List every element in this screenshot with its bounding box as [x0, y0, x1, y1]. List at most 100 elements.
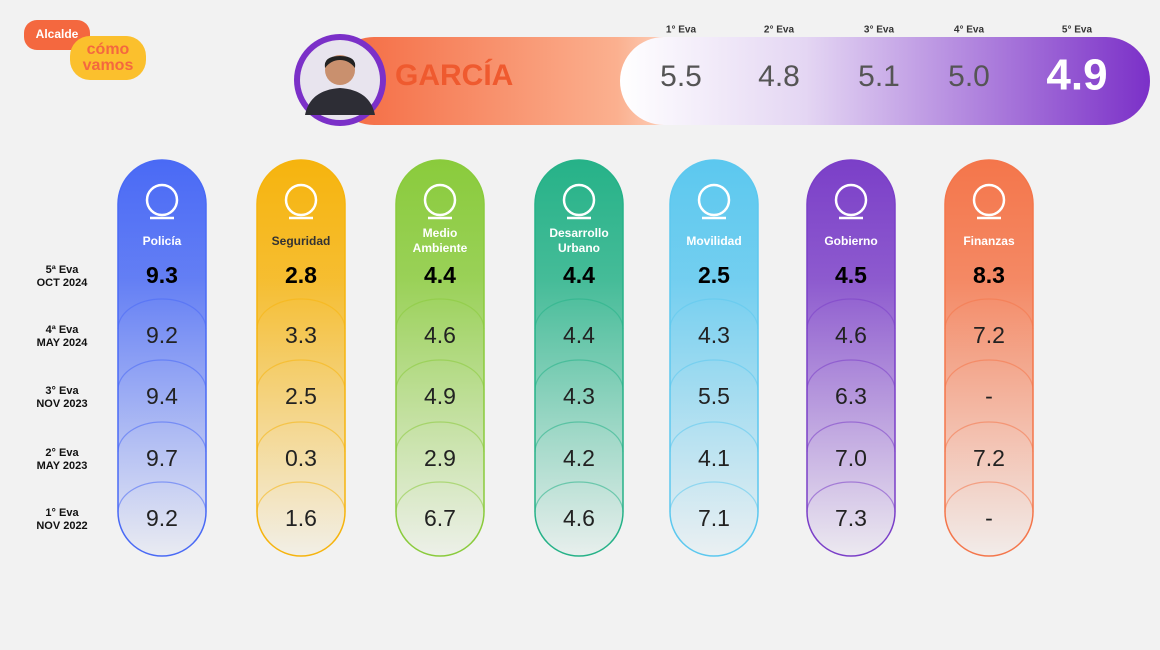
cell-value: - [985, 505, 993, 531]
logo-top: Alcalde [36, 27, 79, 41]
cell-value: 4.4 [563, 262, 595, 288]
logo-brand-badge [70, 36, 146, 80]
cell-value: 7.2 [973, 445, 1005, 471]
row-label: NOV 2023 [36, 398, 87, 410]
row-label: OCT 2024 [37, 277, 89, 289]
cell-divider [806, 421, 896, 453]
photo-face [325, 55, 355, 85]
cell-divider [256, 298, 346, 330]
cell-value: 9.3 [146, 262, 178, 288]
eval-label: 3° Eva [864, 25, 895, 36]
cell-divider [534, 359, 624, 391]
category-icon [562, 183, 596, 217]
cell-divider [806, 298, 896, 330]
cell-value: 5.5 [698, 383, 730, 409]
cell-divider [256, 481, 346, 513]
cell-value: 7.2 [973, 322, 1005, 348]
cell-value: - [985, 383, 993, 409]
category-icon [284, 183, 318, 217]
cell-value: 4.1 [698, 445, 730, 471]
category-icon [834, 183, 868, 217]
row-label: NOV 2022 [36, 520, 87, 532]
category-name: Policía [143, 234, 182, 248]
row-label: 1° Eva [45, 507, 79, 519]
cell-value: 0.3 [285, 445, 317, 471]
cell-divider [669, 481, 759, 513]
mayor-name: GARCÍA [395, 58, 513, 92]
category-icon [972, 183, 1006, 217]
cell-divider [395, 298, 485, 330]
eval-score: 4.8 [758, 60, 800, 93]
category-column [806, 159, 896, 557]
cell-value: 6.3 [835, 383, 867, 409]
category-name: Urbano [558, 241, 600, 255]
cell-divider [944, 298, 1034, 330]
cell-divider [806, 359, 896, 391]
category-icon [697, 183, 731, 217]
eval-label: 4° Eva [954, 25, 985, 36]
category-name: Gobierno [824, 234, 877, 248]
cell-value: 4.3 [563, 383, 595, 409]
logo-brand: vamos [83, 57, 134, 74]
cell-value: 4.2 [563, 445, 595, 471]
cell-value: 7.1 [698, 505, 730, 531]
logo-badge [24, 20, 90, 50]
category-column [669, 159, 759, 557]
cell-value: 4.6 [835, 322, 867, 348]
cell-value: 2.8 [285, 262, 317, 288]
cell-divider [534, 298, 624, 330]
eval-score: 5.1 [858, 60, 900, 93]
cell-value: 9.2 [146, 322, 178, 348]
cell-value: 2.5 [285, 383, 317, 409]
cell-divider [944, 359, 1034, 391]
cell-divider [944, 481, 1034, 513]
cell-value: 3.3 [285, 322, 317, 348]
eval-score: 4.9 [1046, 51, 1107, 100]
category-column [534, 159, 624, 557]
eval-score: 5.5 [660, 60, 702, 93]
eval-label: 1° Eva [666, 25, 697, 36]
cell-divider [395, 421, 485, 453]
cell-divider [944, 421, 1034, 453]
logo-brand: cómo [87, 41, 130, 58]
category-column [395, 159, 485, 557]
cell-divider [669, 421, 759, 453]
cell-divider [117, 359, 207, 391]
category-name: Desarrollo [549, 226, 608, 240]
cell-divider [395, 359, 485, 391]
category-column [256, 159, 346, 557]
category-name: Seguridad [272, 234, 331, 248]
cell-value: 9.2 [146, 505, 178, 531]
eval-score: 5.0 [948, 60, 990, 93]
cell-divider [534, 421, 624, 453]
cell-divider [117, 298, 207, 330]
cell-value: 4.4 [424, 262, 456, 288]
eval-label: 5° Eva [1062, 25, 1093, 36]
eval-label: 2° Eva [764, 25, 795, 36]
category-name: Medio [423, 226, 458, 240]
cell-divider [806, 481, 896, 513]
photo-body [305, 88, 375, 115]
cell-divider [117, 481, 207, 513]
cell-value: 9.7 [146, 445, 178, 471]
category-column [944, 159, 1034, 557]
cell-value: 9.4 [146, 383, 178, 409]
category-name: Ambiente [413, 241, 468, 255]
cell-value: 4.9 [424, 383, 456, 409]
category-name: Movilidad [686, 234, 741, 248]
cell-value: 4.6 [563, 505, 595, 531]
row-label: 4ª Eva [46, 324, 80, 336]
cell-divider [256, 421, 346, 453]
cell-value: 4.4 [563, 322, 595, 348]
cell-value: 8.3 [973, 262, 1005, 288]
cell-value: 2.5 [698, 262, 730, 288]
cell-value: 4.5 [835, 262, 867, 288]
cell-divider [117, 421, 207, 453]
category-name: Finanzas [963, 234, 1015, 248]
row-label: 5ª Eva [46, 264, 80, 276]
category-column [117, 159, 207, 557]
cell-divider [395, 481, 485, 513]
category-icon [145, 183, 179, 217]
cell-value: 2.9 [424, 445, 456, 471]
